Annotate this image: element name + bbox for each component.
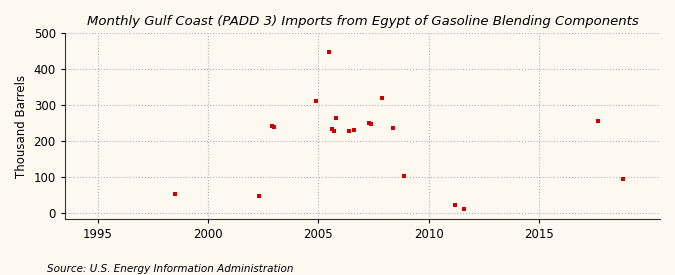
Point xyxy=(328,128,339,133)
Point xyxy=(364,120,375,125)
Y-axis label: Thousand Barrels: Thousand Barrels xyxy=(15,75,28,178)
Point xyxy=(344,129,354,133)
Title: Monthly Gulf Coast (PADD 3) Imports from Egypt of Gasoline Blending Components: Monthly Gulf Coast (PADD 3) Imports from… xyxy=(86,15,639,28)
Point xyxy=(617,177,628,181)
Point xyxy=(169,191,180,196)
Point xyxy=(458,207,469,211)
Point xyxy=(253,194,264,198)
Point xyxy=(267,124,277,128)
Point xyxy=(399,174,410,178)
Text: Source: U.S. Energy Information Administration: Source: U.S. Energy Information Administ… xyxy=(47,264,294,274)
Point xyxy=(331,116,342,120)
Point xyxy=(324,50,335,54)
Point xyxy=(377,96,387,101)
Point xyxy=(593,119,603,123)
Point xyxy=(388,125,399,130)
Point xyxy=(348,128,359,132)
Point xyxy=(450,203,460,208)
Point xyxy=(269,125,279,129)
Point xyxy=(326,126,337,131)
Point xyxy=(366,122,377,126)
Point xyxy=(310,99,321,103)
